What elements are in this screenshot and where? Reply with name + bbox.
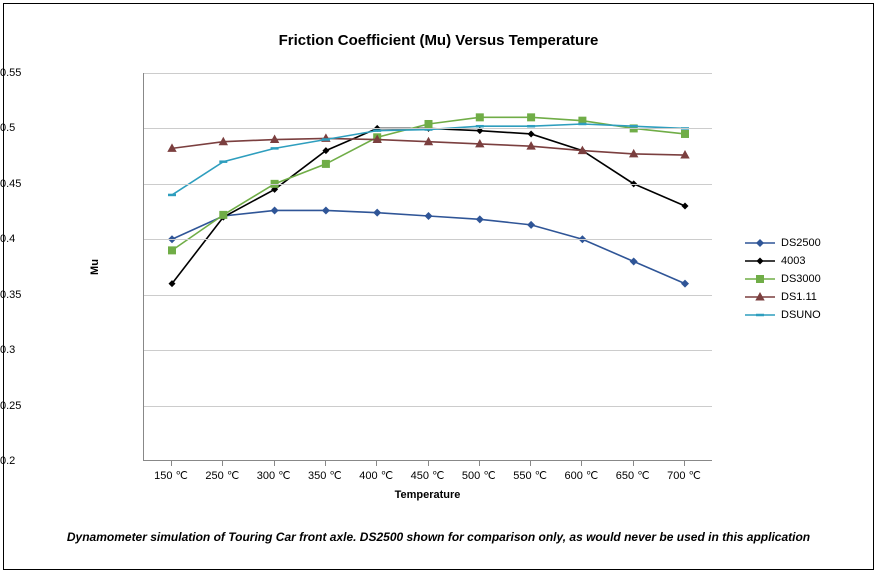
x-tick-label: 350 ℃ bbox=[308, 469, 342, 482]
x-tick-mark bbox=[581, 461, 582, 466]
x-tick-label: 500 ℃ bbox=[462, 469, 496, 482]
legend-label: 4003 bbox=[781, 255, 805, 267]
y-tick-label: 0.3 bbox=[0, 344, 137, 356]
y-tick-label: 0.25 bbox=[0, 400, 137, 412]
x-tick-mark bbox=[530, 461, 531, 466]
x-tick-mark bbox=[325, 461, 326, 466]
legend-item: DS2500 bbox=[745, 234, 821, 252]
legend-label: DS2500 bbox=[781, 237, 821, 249]
legend-swatch bbox=[745, 290, 775, 304]
x-tick-label: 600 ℃ bbox=[565, 469, 599, 482]
legend-swatch bbox=[745, 254, 775, 268]
x-tick-label: 150 ℃ bbox=[154, 469, 188, 482]
gridline bbox=[144, 73, 712, 74]
x-axis-title: Temperature bbox=[395, 489, 461, 501]
gridline bbox=[144, 295, 712, 296]
x-tick-label: 650 ℃ bbox=[616, 469, 650, 482]
y-tick-label: 0.35 bbox=[0, 289, 137, 301]
x-tick-label: 300 ℃ bbox=[257, 469, 291, 482]
gridline bbox=[144, 350, 712, 351]
x-tick-mark bbox=[633, 461, 634, 466]
legend-item: DS3000 bbox=[745, 270, 821, 288]
x-tick-mark bbox=[684, 461, 685, 466]
y-tick-label: 0.45 bbox=[0, 178, 137, 190]
legend-label: DS1.11 bbox=[781, 291, 817, 303]
y-tick-label: 0.4 bbox=[0, 233, 137, 245]
gridline bbox=[144, 239, 712, 240]
x-tick-mark bbox=[376, 461, 377, 466]
chart-title: Friction Coefficient (Mu) Versus Tempera… bbox=[0, 32, 877, 49]
y-axis-title: Mu bbox=[89, 259, 101, 275]
legend-label: DS3000 bbox=[781, 273, 821, 285]
legend-item: DS1.11 bbox=[745, 288, 821, 306]
x-tick-mark bbox=[171, 461, 172, 466]
x-tick-mark bbox=[479, 461, 480, 466]
chart-caption: Dynamometer simulation of Touring Car fr… bbox=[0, 530, 877, 544]
y-tick-label: 0.5 bbox=[0, 122, 137, 134]
gridline bbox=[144, 406, 712, 407]
x-tick-mark bbox=[274, 461, 275, 466]
legend-item: 4003 bbox=[745, 252, 821, 270]
y-tick-label: 0.55 bbox=[0, 67, 137, 79]
gridline bbox=[144, 128, 712, 129]
x-tick-label: 550 ℃ bbox=[513, 469, 547, 482]
plot-svg bbox=[144, 73, 713, 461]
x-tick-label: 400 ℃ bbox=[359, 469, 393, 482]
legend-swatch bbox=[745, 272, 775, 286]
gridline bbox=[144, 184, 712, 185]
plot-area bbox=[143, 73, 712, 461]
legend: DS2500 4003 DS3000 DS1.11 DSUNO bbox=[745, 234, 821, 324]
x-tick-label: 250 ℃ bbox=[205, 469, 239, 482]
x-tick-mark bbox=[428, 461, 429, 466]
series-line-DS2500 bbox=[172, 210, 685, 283]
x-tick-label: 450 ℃ bbox=[411, 469, 445, 482]
legend-label: DSUNO bbox=[781, 309, 821, 321]
legend-swatch bbox=[745, 308, 775, 322]
x-tick-mark bbox=[222, 461, 223, 466]
legend-swatch bbox=[745, 236, 775, 250]
legend-item: DSUNO bbox=[745, 306, 821, 324]
y-tick-label: 0.2 bbox=[0, 455, 137, 467]
x-tick-label: 700 ℃ bbox=[667, 469, 701, 482]
